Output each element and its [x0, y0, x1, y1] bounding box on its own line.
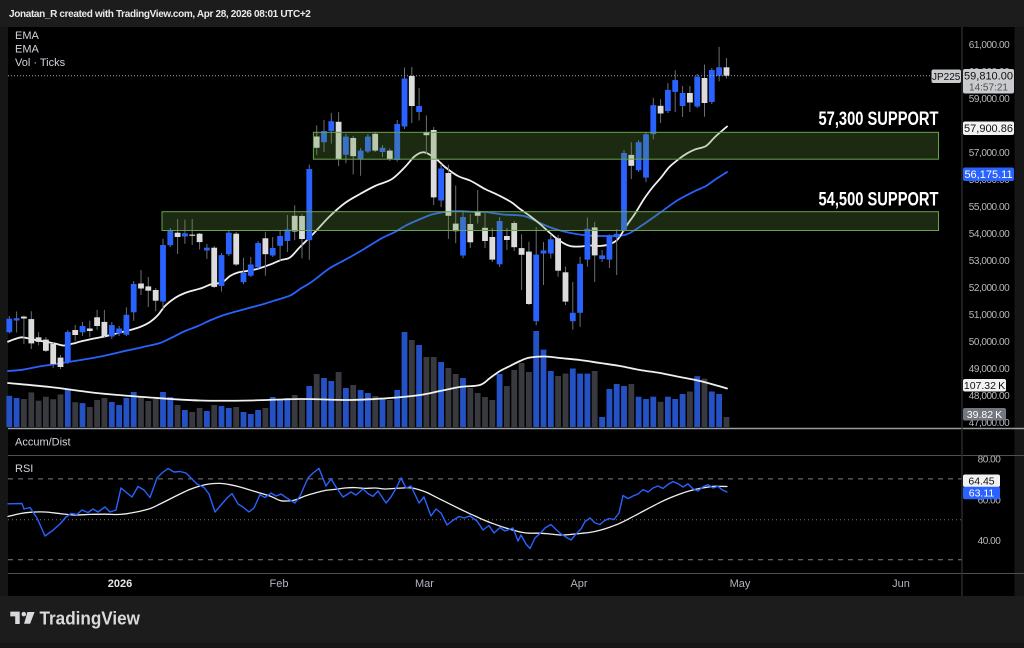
svg-text:Vol · Ticks: Vol · Ticks: [15, 57, 66, 69]
svg-text:47,000.00: 47,000.00: [969, 418, 1010, 429]
svg-text:54,500 SUPPORT: 54,500 SUPPORT: [819, 189, 939, 211]
svg-text:EMA: EMA: [15, 44, 40, 56]
svg-text:52,000.00: 52,000.00: [969, 283, 1010, 294]
svg-text:56,175.11: 56,175.11: [964, 169, 1012, 181]
svg-text:49,000.00: 49,000.00: [969, 364, 1010, 375]
svg-text:57,300 SUPPORT: 57,300 SUPPORT: [819, 108, 939, 130]
svg-text:64.45: 64.45: [968, 475, 994, 487]
svg-text:51,000.00: 51,000.00: [969, 310, 1010, 321]
svg-text:40.00: 40.00: [978, 536, 1002, 547]
svg-text:RSI: RSI: [15, 463, 33, 475]
svg-text:EMA: EMA: [15, 30, 40, 42]
svg-text:53,000.00: 53,000.00: [969, 256, 1010, 267]
svg-text:80.00: 80.00: [978, 455, 1002, 466]
svg-text:39.82 K: 39.82 K: [967, 409, 1002, 421]
svg-text:14:57:21: 14:57:21: [969, 83, 1008, 94]
svg-text:Accum/Dist: Accum/Dist: [15, 437, 71, 449]
svg-text:Mar: Mar: [415, 578, 434, 590]
svg-text:JP225: JP225: [932, 72, 961, 83]
svg-text:54,000.00: 54,000.00: [969, 229, 1010, 240]
svg-text:59,810.00: 59,810.00: [964, 71, 1013, 83]
svg-text:59,000.00: 59,000.00: [969, 94, 1010, 105]
svg-text:107.32 K: 107.32 K: [964, 380, 1005, 392]
svg-text:2026: 2026: [108, 578, 132, 590]
svg-text:60.00: 60.00: [978, 496, 1002, 507]
svg-text:63.11: 63.11: [969, 488, 995, 500]
svg-text:48,000.00: 48,000.00: [969, 391, 1010, 402]
svg-text:57,000.00: 57,000.00: [969, 148, 1010, 159]
svg-text:61,000.00: 61,000.00: [969, 40, 1010, 51]
svg-text:50,000.00: 50,000.00: [969, 337, 1010, 348]
svg-text:57,900.86: 57,900.86: [964, 123, 1013, 135]
svg-text:TradingView: TradingView: [40, 609, 141, 629]
svg-text:May: May: [730, 578, 751, 590]
svg-text:Feb: Feb: [270, 578, 289, 590]
svg-text:Jun: Jun: [892, 578, 910, 590]
svg-text:Jonatan_R created with Trading: Jonatan_R created with TradingView.com, …: [9, 9, 311, 20]
svg-text:Apr: Apr: [570, 578, 587, 590]
svg-text:55,000.00: 55,000.00: [969, 202, 1010, 213]
